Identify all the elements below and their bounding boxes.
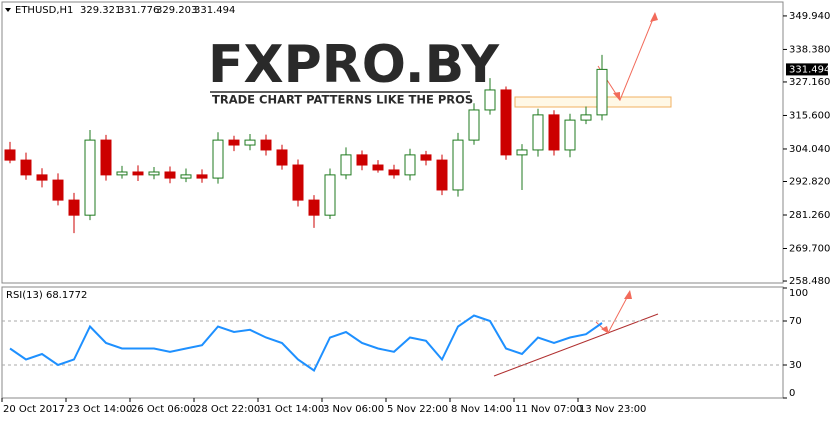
y-tick-label: 315.600 <box>789 110 830 121</box>
arrow-heads <box>613 12 658 101</box>
last-price-box <box>786 63 828 76</box>
candle-body <box>212 139 224 179</box>
watermark-tagline: TRADE CHART PATTERNS LIKE THE PROS <box>212 93 473 107</box>
candle-body <box>36 174 48 181</box>
y-tick-label: 0 <box>789 388 795 399</box>
candle-body <box>532 114 544 151</box>
candle-body <box>452 139 464 191</box>
candle-body <box>116 171 128 176</box>
x-tick-label: 26 Oct 06:00 <box>131 404 196 415</box>
candle-body <box>260 139 272 151</box>
last-price-label: 331.494 <box>789 64 830 75</box>
x-tick-label: 28 Oct 22:00 <box>195 404 260 415</box>
header-value: 331.776 <box>118 5 159 16</box>
rsi-line <box>9 314 603 372</box>
y-tick-label: 349.940 <box>789 11 830 22</box>
candle-body <box>340 154 352 176</box>
candle-body <box>180 174 192 179</box>
y-tick-label: 304.040 <box>789 144 830 155</box>
candle-body <box>308 199 320 216</box>
x-tick-label: 13 Nov 23:00 <box>579 404 646 415</box>
header-value: 329.203 <box>156 5 197 16</box>
y-tick-label: 281.260 <box>789 210 830 221</box>
header-marker <box>5 8 11 12</box>
y-tick-label: 70 <box>789 316 802 327</box>
x-tick-label: 11 Nov 07:00 <box>515 404 582 415</box>
candle-body <box>356 154 368 166</box>
candle-body <box>4 149 16 161</box>
candle-body <box>100 139 112 176</box>
candle-body <box>244 139 256 146</box>
candle-body <box>436 159 448 191</box>
candle-body <box>52 179 64 201</box>
y-tick-label: 327.160 <box>789 77 830 88</box>
candle-body <box>84 139 96 216</box>
x-tick-label: 5 Nov 22:00 <box>387 404 448 415</box>
candle-body <box>148 171 160 176</box>
header-value: 329.321 <box>80 5 121 16</box>
candle-body <box>228 139 240 146</box>
y-tick-label: 292.820 <box>789 176 830 187</box>
y-tick-label: 269.700 <box>789 244 830 255</box>
candle-body <box>196 174 208 179</box>
rsi-title: RSI(13) 68.1772 <box>6 290 87 301</box>
candle-body <box>516 149 528 156</box>
y-tick-label: 30 <box>789 360 802 371</box>
rsi-trendline <box>493 313 659 377</box>
watermark: FXPRO.BY TRADE CHART PATTERNS LIKE THE P… <box>208 35 500 107</box>
annotations <box>493 12 672 377</box>
candle-body <box>420 154 432 161</box>
candle-body <box>292 164 304 201</box>
candle-body <box>20 159 32 176</box>
candle-body <box>484 89 496 111</box>
symbol: ETHUSD,H1 <box>15 5 73 16</box>
x-tick-label: 3 Nov 06:00 <box>323 404 384 415</box>
candle-body <box>404 154 416 176</box>
candle-body <box>580 114 592 121</box>
y-tick-label: 338.380 <box>789 44 830 55</box>
candle-body <box>548 114 560 151</box>
rsi-arrow-heads <box>601 290 632 334</box>
watermark-title: FXPRO.BY <box>208 35 500 95</box>
x-tick-label: 31 Oct 14:00 <box>259 404 324 415</box>
y-tick-label: 100 <box>789 288 808 299</box>
resistance-zone <box>514 96 672 108</box>
candle-body <box>164 171 176 179</box>
candle-body <box>68 199 80 216</box>
candle-body <box>132 171 144 176</box>
candle-body <box>324 174 336 216</box>
price-panel <box>1 1 784 284</box>
candle-body <box>372 164 384 171</box>
x-tick-label: 23 Oct 14:00 <box>67 404 132 415</box>
candle-body <box>388 169 400 176</box>
candle-body <box>468 109 480 141</box>
x-tick-label: 8 Nov 14:00 <box>451 404 512 415</box>
header-value: 331.494 <box>194 5 235 16</box>
candle-body <box>500 89 512 156</box>
y-tick-label: 258.480 <box>789 276 830 287</box>
candle-body <box>596 68 608 116</box>
x-tick-label: 20 Oct 2017 <box>3 404 65 415</box>
candle-body <box>276 149 288 166</box>
rsi-panel <box>1 286 784 399</box>
candle-body <box>564 119 576 151</box>
